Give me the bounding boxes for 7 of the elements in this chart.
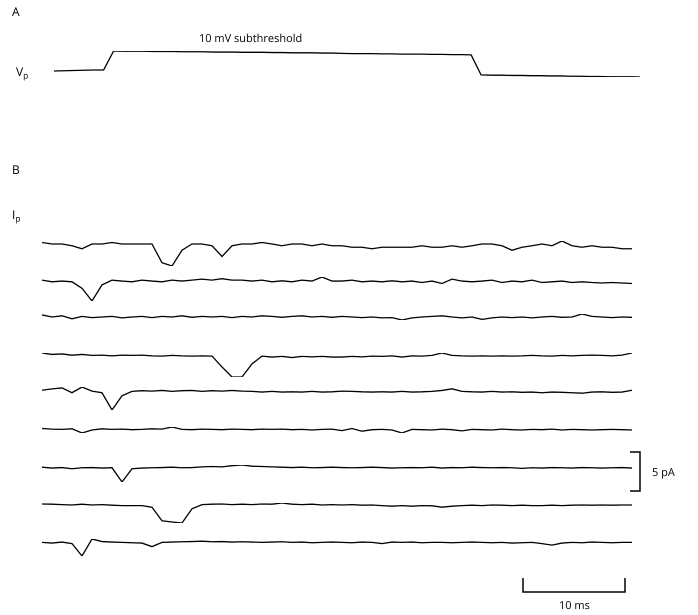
text: 10 mV subthreshold xyxy=(199,31,302,46)
chart-title: A xyxy=(12,3,20,20)
y-axis-title: V$_{p}$ xyxy=(16,63,28,82)
y-axis-title: I$_{p}$ xyxy=(12,206,20,225)
text: 5 pA xyxy=(652,465,675,480)
text: 10 ms xyxy=(559,598,590,613)
chart-title: B xyxy=(12,161,20,178)
